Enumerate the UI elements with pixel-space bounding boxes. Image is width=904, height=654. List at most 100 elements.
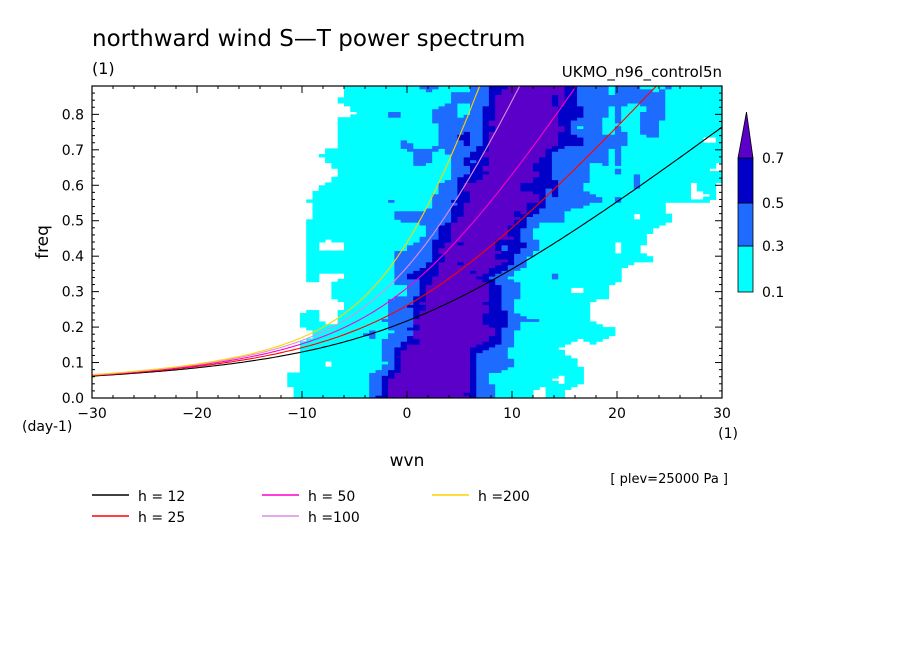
power-cell <box>602 111 610 115</box>
power-cell <box>388 159 395 164</box>
power-cell <box>577 261 584 266</box>
power-cell <box>362 392 370 396</box>
power-cell <box>350 298 358 303</box>
power-cell <box>413 259 421 263</box>
power-cell <box>400 338 408 342</box>
power-cell <box>476 349 484 354</box>
power-cell <box>344 219 351 223</box>
power-cell <box>337 395 345 398</box>
power-cell <box>583 91 591 96</box>
power-cell <box>400 312 408 317</box>
power-cell <box>299 321 307 325</box>
power-cell <box>501 312 509 317</box>
power-cell <box>400 332 408 337</box>
power-cell <box>425 361 433 365</box>
power-cell <box>356 185 364 189</box>
power-cell <box>482 307 490 311</box>
power-cell <box>507 375 515 379</box>
power-cell <box>356 148 364 152</box>
power-cell <box>551 244 559 249</box>
power-cell <box>331 267 339 271</box>
power-cell <box>407 307 414 311</box>
power-cell <box>520 338 528 342</box>
power-cell <box>400 162 408 166</box>
power-cell <box>602 335 610 339</box>
power-cell <box>570 196 578 200</box>
power-cell <box>589 139 597 144</box>
power-cell <box>344 236 351 240</box>
power-cell <box>482 310 490 314</box>
power-cell <box>488 227 496 232</box>
power-cell <box>488 128 496 132</box>
power-cell <box>545 250 553 254</box>
power-cell <box>369 315 376 320</box>
power-cell <box>564 145 572 149</box>
power-cell <box>570 171 578 175</box>
power-cell <box>438 298 446 303</box>
power-cell <box>318 196 326 200</box>
power-cell <box>476 239 484 243</box>
power-cell <box>558 270 565 274</box>
power-cell <box>369 295 376 300</box>
power-cell <box>482 290 490 294</box>
power-cell <box>551 338 559 342</box>
power-cell <box>413 230 421 234</box>
power-cell <box>514 159 521 164</box>
power-cell <box>400 310 408 314</box>
power-cell <box>470 222 477 226</box>
power-cell <box>614 205 622 209</box>
power-cell <box>495 210 502 215</box>
power-cell <box>495 154 502 158</box>
power-cell <box>425 259 433 263</box>
power-cell <box>470 250 477 254</box>
power-cell <box>432 162 439 166</box>
power-cell <box>375 125 383 130</box>
power-cell <box>457 230 465 234</box>
power-cell <box>577 171 584 175</box>
power-cell <box>457 270 465 274</box>
power-cell <box>344 346 351 351</box>
power-cell <box>394 179 402 183</box>
power-cell <box>369 338 376 342</box>
power-cell <box>533 199 540 203</box>
power-cell <box>476 361 484 365</box>
power-cell <box>444 375 452 379</box>
power-cell <box>312 253 320 257</box>
power-cell <box>432 318 439 322</box>
power-cell <box>495 324 502 328</box>
power-cell <box>375 168 383 172</box>
power-cell <box>533 293 540 297</box>
power-cell <box>533 145 540 149</box>
power-cell <box>369 125 376 130</box>
power-cell <box>425 281 433 286</box>
power-cell <box>564 142 572 147</box>
power-cell <box>369 389 376 393</box>
power-cell <box>589 120 597 124</box>
power-cell <box>337 165 345 169</box>
power-cell <box>388 253 395 257</box>
power-cell <box>470 145 477 149</box>
power-cell <box>413 108 421 113</box>
power-cell <box>526 216 534 220</box>
power-cell <box>514 190 521 195</box>
power-cell <box>344 139 351 144</box>
power-cell <box>432 128 439 132</box>
power-cell <box>381 108 389 113</box>
power-cell <box>369 247 376 252</box>
power-cell <box>394 91 402 96</box>
power-cell <box>602 154 610 158</box>
power-cell <box>482 298 490 303</box>
power-cell <box>419 293 427 297</box>
power-cell <box>482 134 490 138</box>
power-cell <box>520 128 528 132</box>
power-cell <box>438 222 446 226</box>
power-cell <box>388 344 395 348</box>
power-cell <box>533 159 540 164</box>
power-cell <box>400 120 408 124</box>
power-cell <box>539 361 547 365</box>
power-cell <box>495 108 502 113</box>
power-cell <box>520 148 528 152</box>
power-cell <box>608 108 616 113</box>
power-cell <box>432 273 439 277</box>
power-cell <box>444 380 452 385</box>
